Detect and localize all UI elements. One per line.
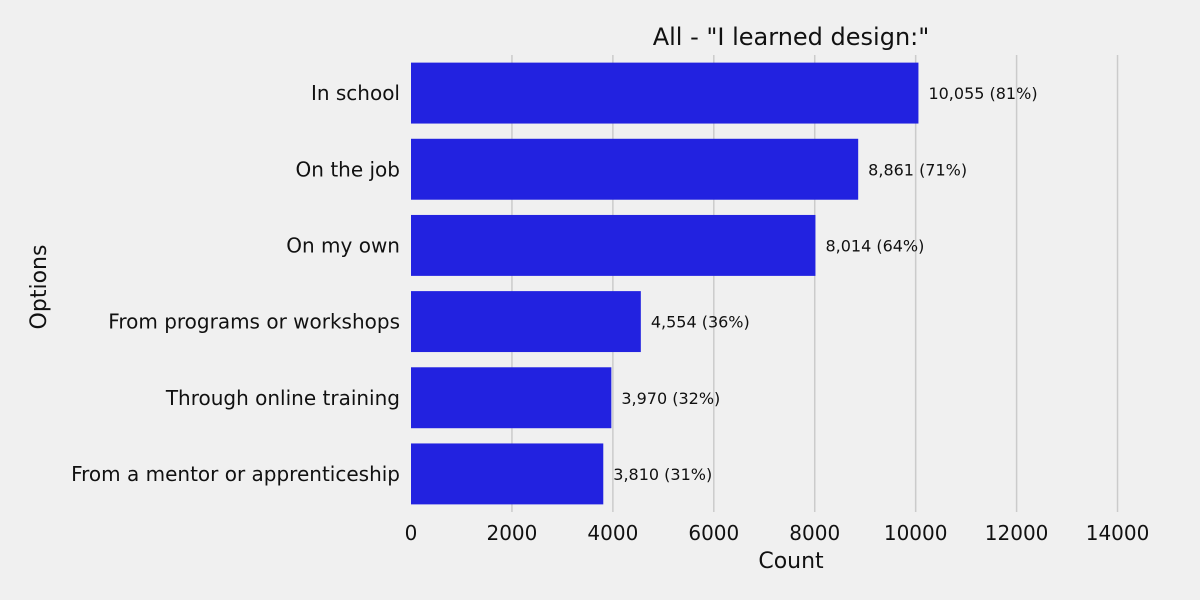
chart-title: All - "I learned design:" <box>653 23 930 51</box>
x-axis-title: Count <box>758 549 824 574</box>
category-label: From programs or workshops <box>108 310 400 334</box>
category-label: From a mentor or apprenticeship <box>71 462 400 486</box>
x-tick-label: 14000 <box>1086 521 1150 545</box>
grid-lines <box>511 55 1119 512</box>
x-tick-label: 8000 <box>789 521 840 545</box>
x-tick-label: 0 <box>405 521 418 545</box>
data-labels: 10,055 (81%) 8,861 (71%) 8,014 (64%) 4,554 … <box>613 84 1037 484</box>
x-tick-label: 10000 <box>884 521 948 545</box>
bar-data-label: 8,014 (64%) <box>825 236 924 255</box>
x-tick-label: 12000 <box>985 521 1049 545</box>
bar-data-label: 3,810 (31%) <box>613 465 712 484</box>
category-labels: In school On the job On my own From program… <box>71 81 400 486</box>
bar <box>411 443 604 505</box>
category-label: On my own <box>286 233 400 257</box>
category-label: In school <box>311 81 400 105</box>
bar <box>411 62 919 124</box>
bar-data-label: 4,554 (36%) <box>651 313 750 332</box>
bars <box>411 62 919 505</box>
bar <box>411 291 641 353</box>
category-label: Through online training <box>165 386 400 410</box>
x-tick-labels: 0 2000 4000 6000 8000 10000 12000 14000 <box>405 521 1150 545</box>
y-axis-title: Options <box>27 245 52 330</box>
x-tick-label: 4000 <box>587 521 638 545</box>
bar <box>411 214 816 276</box>
bar <box>411 138 859 200</box>
x-tick-label: 6000 <box>688 521 739 545</box>
bar-data-label: 3,970 (32%) <box>621 389 720 408</box>
bar-data-label: 10,055 (81%) <box>928 84 1037 103</box>
x-tick-label: 2000 <box>486 521 537 545</box>
bar <box>411 367 612 429</box>
bar-data-label: 8,861 (71%) <box>868 160 967 179</box>
category-label: On the job <box>296 157 400 181</box>
